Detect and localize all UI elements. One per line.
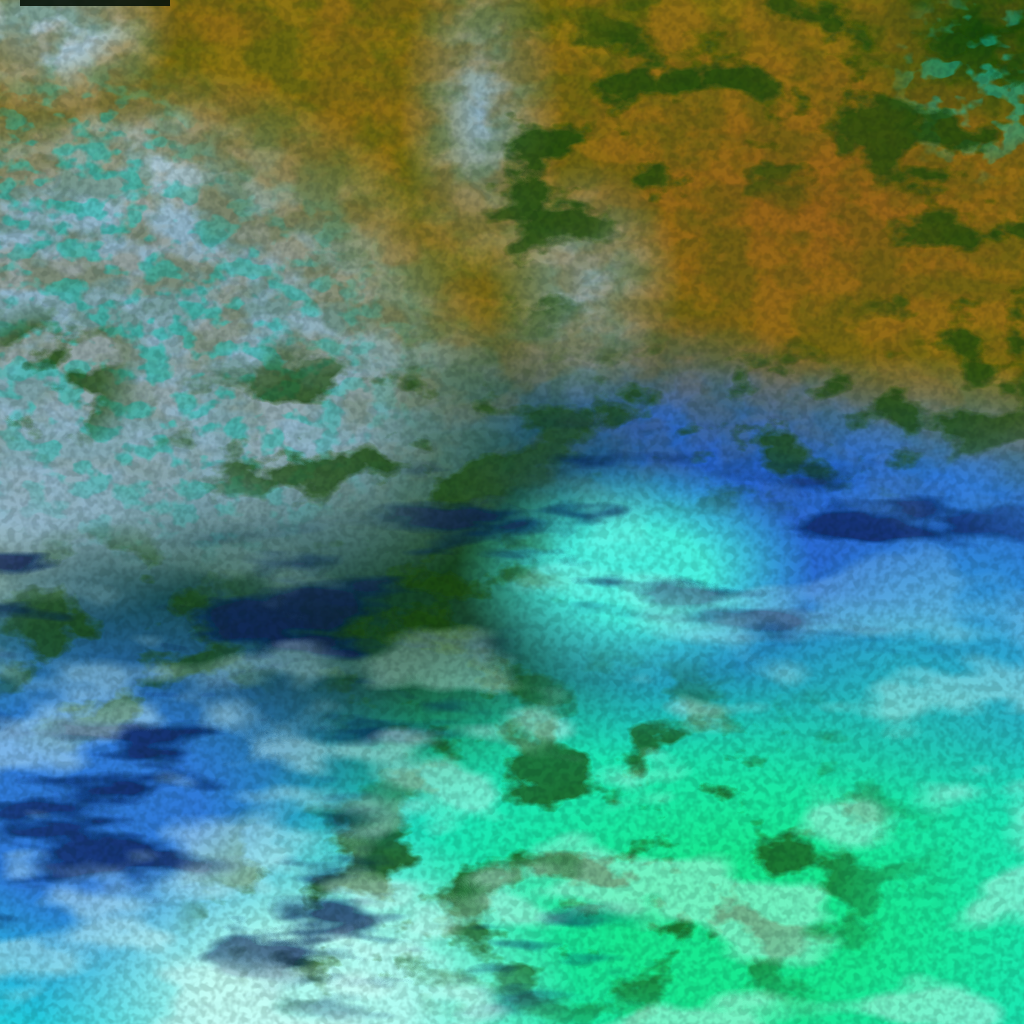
top-edge-artifact [20, 0, 170, 6]
